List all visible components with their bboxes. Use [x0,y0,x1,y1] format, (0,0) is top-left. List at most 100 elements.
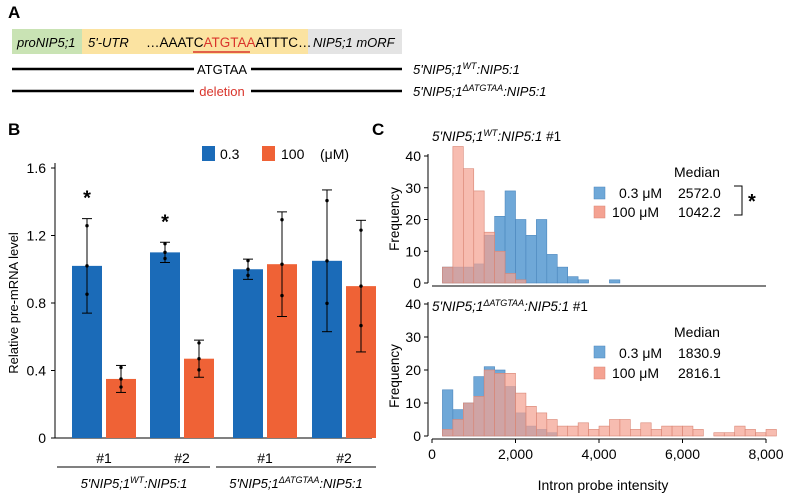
c-hist-bar [567,425,579,437]
c-y-tick-label: 10 [405,395,421,411]
b-x-tick-label: #1 [257,450,273,466]
c-top-median-header: Median [674,164,720,180]
b-y-tick-label: 0 [38,430,46,446]
c-hist-bar [483,369,495,437]
c-hist-bar [483,231,495,284]
c-hist-bar [442,429,454,437]
c-top-title: 5'NIP5;1WT:NIP5:1 #1 [432,128,561,144]
c-top-legend-label-high: 100 μM [612,204,659,220]
atgtaa-motif: ATGTAA [204,35,256,50]
b-x-tick-label: #2 [174,450,190,466]
b-replicate-dot [325,301,329,306]
c-top-legend-swatch-low [593,186,606,200]
c-y-tick-label: 30 [405,180,421,196]
c-top-legend: Median 0.3 μM 2572.0 100 μM 1042.2 * [593,164,756,220]
c-top-y-axis-title: Frequency [387,187,402,251]
c-hist-bar [734,425,746,437]
c-hist-bar [661,425,673,437]
c-top-histogram: 0 10 20 30 40 [405,146,766,291]
b-replicate-dot [119,385,123,389]
c-hist-bar [473,190,485,284]
c-bottom-legend-swatch-high [593,366,606,380]
b-replicate-dot [119,377,123,381]
c-hist-bar [588,429,600,437]
c-hist-bar [515,392,527,437]
b-replicate-dot [325,198,329,203]
b-legend-label-low: 0.3 [220,146,240,162]
c-hist-bar [504,190,516,284]
c-hist-bar [452,146,464,284]
c-hist-bar [546,419,558,437]
c-bottom-y-axis-title: Frequency [387,344,402,408]
c-bottom-legend-median-high: 2816.1 [678,365,721,381]
b-replicate-dot [85,264,89,268]
c-x-tick-label: 4,000 [581,446,616,462]
c-hist-bar [598,425,610,437]
c-hist-bar [556,425,568,437]
b-replicate-dot [280,293,284,298]
panel-b-label: B [8,120,20,139]
b-y-tick-label: 1.2 [27,228,47,244]
promoter-box [12,29,82,54]
c-hist-bar [671,425,683,437]
c-hist-bar [609,279,621,284]
b-axes: 0 0.4 0.8 1.2 1.6 [27,160,372,446]
c-y-tick-label: 20 [405,212,421,228]
panel-b: B Relative pre-mRNA level 0.3 100 (μM) 0… [6,120,376,491]
c-top-legend-median-high: 1042.2 [678,204,721,220]
c-bottom-legend-median-low: 1830.9 [678,345,721,361]
c-top-legend-label-low: 0.3 μM [619,185,662,201]
c-hist-bar [442,266,454,284]
c-hist-bar [452,419,464,437]
c-hist-bar [504,372,516,437]
panel-a-label: A [8,3,20,22]
b-legend-label-high: 100 [281,146,305,162]
b-legend-swatch-high [262,146,275,161]
c-hist-bar [504,273,516,284]
b-replicate-dot [197,341,201,345]
utr-text: 5'-UTR [88,35,129,50]
c-hist-bar [525,405,537,437]
c-y-tick-label: 0 [413,275,421,291]
c-hist-bar [682,425,694,437]
c-hist-bar [577,279,589,284]
c-hist-bar [536,412,548,437]
c-hist-bar [630,429,642,437]
c-hist-bar [692,429,704,437]
c-top-significance-bracket [734,185,743,216]
b-significance-star: * [83,188,91,210]
c-top-legend-swatch-high [593,205,606,219]
b-bar [233,269,263,438]
c-hist-bar [650,429,662,437]
c-y-tick-label: 20 [405,362,421,378]
c-bottom-legend: Median 0.3 μM 1830.9 100 μM 2816.1 [593,324,721,381]
sequence-text: …AAATCATGTAAATTTC… [146,35,312,50]
b-replicate-dot [163,250,167,255]
c-hist-bar [525,235,537,284]
c-hist-bar [609,419,621,437]
c-hist-bar [619,419,631,437]
c-bottom-title: 5'NIP5;1ΔATGTAA:NIP5:1 #1 [432,298,588,314]
b-legend: 0.3 100 (μM) [202,146,349,162]
b-group-label-wt: 5'NIP5;1WT:NIP5:1 [81,475,188,491]
b-replicate-dot [280,218,284,222]
b-replicate-dot [246,267,250,271]
c-top-significance-star: * [748,191,756,213]
promoter-text: proNIP5;1 [16,35,76,50]
c-x-tick-label: 6,000 [665,446,700,462]
c-bottom-histogram: 0 10 20 30 40 0 2,000 4,000 6,000 8,000 [405,296,783,462]
sequence-suffix: ATTTC… [256,35,312,50]
c-hist-bar [463,168,475,284]
construct-label-deletion: 5'NIP5;1ΔATGTAA:NIP5:1 [413,83,547,99]
c-hist-bar [640,422,652,437]
b-replicate-dot [197,368,201,372]
b-replicate-dot [359,284,363,288]
c-hist-bar [494,250,506,284]
b-replicate-dot [359,323,363,328]
c-hist-bar [723,432,735,437]
c-hist-bar [515,279,527,284]
b-legend-unit: (μM) [320,146,349,162]
construct-wt-motif: ATGTAA [197,62,247,77]
c-hist-bar [556,266,568,284]
